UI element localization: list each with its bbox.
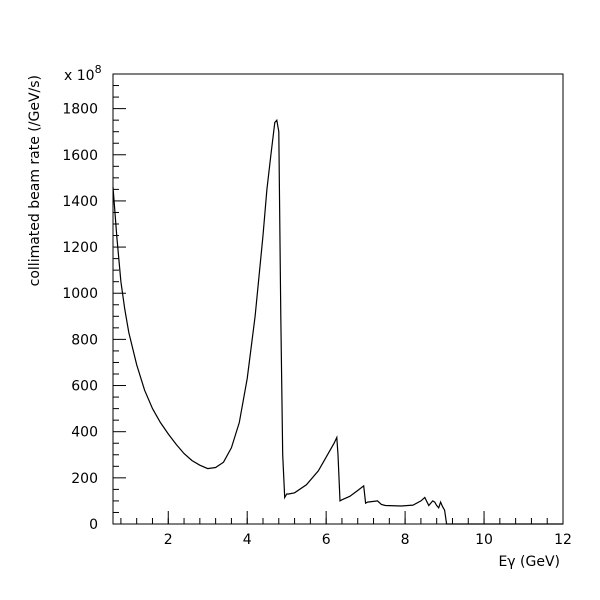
- y-tick-label: 800: [71, 332, 98, 348]
- y-multiplier-exponent: 8: [95, 63, 102, 76]
- y-multiplier: x 108: [64, 63, 102, 84]
- y-axis-ticks: 0 200 400 600 800 1000 1200 1400 1600 1800: [62, 73, 126, 533]
- y-axis-label: collimated beam rate (/GeV/s): [27, 75, 43, 286]
- y-tick-label: 1600: [62, 148, 98, 164]
- x-tick-label: 2: [164, 532, 173, 548]
- y-tick-label: 1800: [62, 102, 98, 118]
- y-tick-label: 0: [89, 517, 98, 533]
- x-axis-ticks: 2 4 6 8 10 12: [120, 511, 572, 548]
- y-multiplier-base: x 10: [64, 68, 95, 84]
- y-tick-label: 600: [71, 379, 98, 395]
- y-tick-label: 1200: [62, 240, 98, 256]
- y-tick-label: 1400: [62, 194, 98, 210]
- x-tick-label: 6: [322, 532, 331, 548]
- x-tick-label: 12: [554, 532, 572, 548]
- x-axis-label: Eγ (GeV): [498, 554, 560, 570]
- series-line: [112, 118, 563, 525]
- y-tick-label: 200: [71, 471, 98, 487]
- plot-frame: [112, 73, 564, 525]
- y-tick-label: 400: [71, 425, 98, 441]
- x-tick-label: 10: [475, 532, 493, 548]
- x-tick-label: 4: [243, 532, 252, 548]
- x-tick-label: 8: [401, 532, 410, 548]
- y-tick-label: 1000: [62, 286, 98, 302]
